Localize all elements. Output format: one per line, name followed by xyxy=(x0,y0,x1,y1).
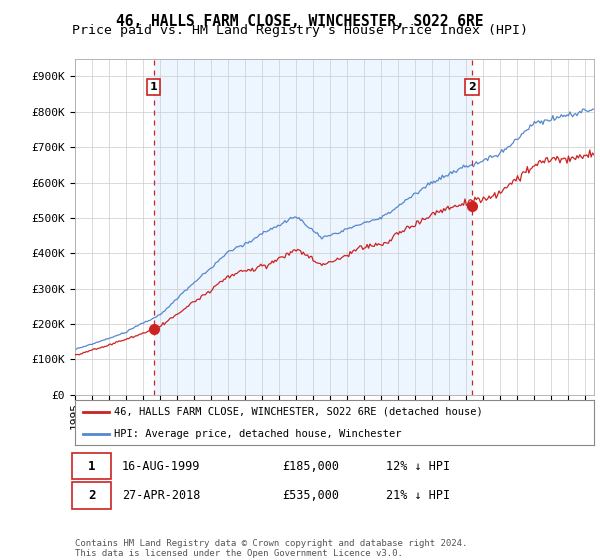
Text: Price paid vs. HM Land Registry's House Price Index (HPI): Price paid vs. HM Land Registry's House … xyxy=(72,24,528,37)
Text: Contains HM Land Registry data © Crown copyright and database right 2024.
This d: Contains HM Land Registry data © Crown c… xyxy=(75,539,467,558)
Bar xyxy=(154,59,472,395)
Text: 1: 1 xyxy=(150,82,157,92)
Text: HPI: Average price, detached house, Winchester: HPI: Average price, detached house, Winc… xyxy=(114,429,401,439)
Text: 2: 2 xyxy=(88,489,95,502)
Text: 46, HALLS FARM CLOSE, WINCHESTER, SO22 6RE: 46, HALLS FARM CLOSE, WINCHESTER, SO22 6… xyxy=(116,14,484,29)
Text: £535,000: £535,000 xyxy=(283,489,340,502)
Text: 21% ↓ HPI: 21% ↓ HPI xyxy=(386,489,451,502)
Text: 12% ↓ HPI: 12% ↓ HPI xyxy=(386,460,451,473)
Text: £185,000: £185,000 xyxy=(283,460,340,473)
Text: 16-AUG-1999: 16-AUG-1999 xyxy=(122,460,200,473)
Text: 46, HALLS FARM CLOSE, WINCHESTER, SO22 6RE (detached house): 46, HALLS FARM CLOSE, WINCHESTER, SO22 6… xyxy=(114,407,482,417)
Text: 2: 2 xyxy=(468,82,476,92)
Text: 1: 1 xyxy=(88,460,95,473)
FancyBboxPatch shape xyxy=(73,482,112,508)
Text: 27-APR-2018: 27-APR-2018 xyxy=(122,489,200,502)
FancyBboxPatch shape xyxy=(73,453,112,479)
